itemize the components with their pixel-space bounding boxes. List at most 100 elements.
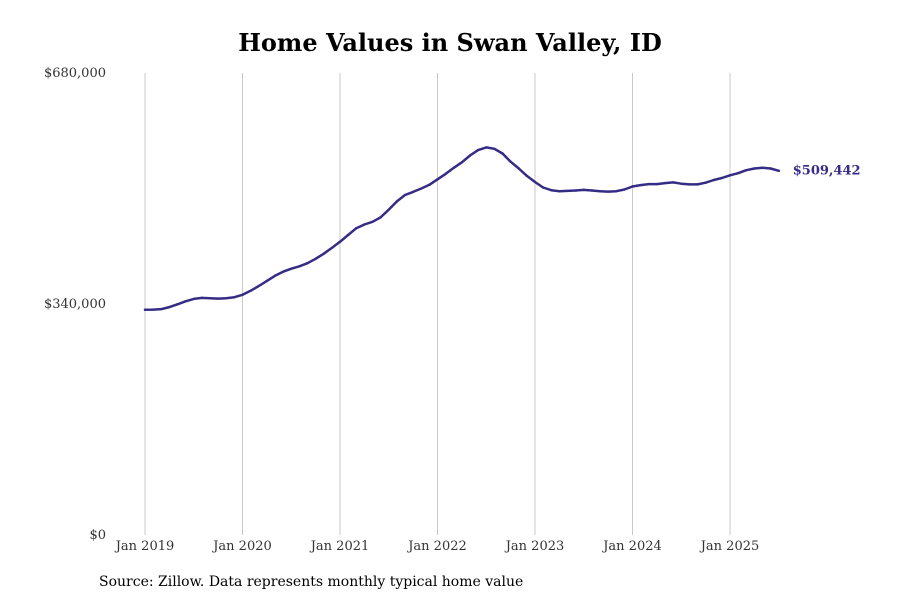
data-point xyxy=(517,167,520,170)
data-point xyxy=(525,174,529,178)
gridlines xyxy=(144,73,731,535)
data-point xyxy=(355,227,358,230)
data-point xyxy=(298,265,301,268)
data-point xyxy=(233,296,236,299)
data-point xyxy=(541,186,545,189)
data-point xyxy=(395,200,399,203)
x-tick-label: Jan 2022 xyxy=(406,539,467,554)
x-axis-ticks: Jan 2019 Jan 2020 Jan 2021 Jan 2022 Jan 2023… xyxy=(114,539,760,554)
data-point xyxy=(728,174,732,177)
data-point xyxy=(704,181,707,184)
data-point xyxy=(615,190,618,193)
data-point xyxy=(176,303,179,306)
x-tick-label: Jan 2021 xyxy=(309,539,370,554)
data-point xyxy=(281,270,285,273)
series-layer xyxy=(143,146,781,312)
x-tick-label: Jan 2019 xyxy=(114,539,175,554)
data-point xyxy=(671,181,675,184)
data-point xyxy=(485,146,488,149)
series-line xyxy=(143,146,781,312)
data-point xyxy=(509,160,512,163)
data-point xyxy=(428,183,431,186)
data-point xyxy=(436,178,439,181)
x-tick-label: Jan 2024 xyxy=(601,539,662,554)
data-point xyxy=(712,178,715,182)
data-point xyxy=(208,297,212,300)
data-point xyxy=(306,262,309,265)
data-point xyxy=(257,284,260,288)
data-point xyxy=(680,182,683,185)
end-label-layer: $509,442 xyxy=(793,163,861,178)
data-point xyxy=(736,172,740,175)
data-point xyxy=(151,308,155,311)
data-point xyxy=(411,190,415,194)
data-point xyxy=(550,189,553,192)
data-point xyxy=(200,296,204,300)
data-point xyxy=(574,189,577,192)
data-point xyxy=(696,183,699,186)
data-point xyxy=(655,182,659,186)
end-value-label: $509,442 xyxy=(793,163,861,178)
data-point xyxy=(501,152,504,155)
y-tick-label: $340,000 xyxy=(44,297,106,312)
data-point xyxy=(216,297,220,300)
data-point xyxy=(777,169,780,172)
data-point xyxy=(452,166,455,169)
data-point xyxy=(168,305,171,309)
y-tick-label: $0 xyxy=(89,528,106,543)
data-point xyxy=(338,240,342,243)
data-point xyxy=(314,257,317,260)
data-point xyxy=(623,188,626,191)
chart-title: Home Values in Swan Valley, ID xyxy=(238,28,662,57)
data-point xyxy=(249,289,252,292)
data-point xyxy=(371,220,374,223)
data-point xyxy=(582,188,585,192)
data-point xyxy=(460,161,464,164)
data-point xyxy=(647,182,650,186)
data-point xyxy=(363,223,366,226)
data-point xyxy=(241,293,244,296)
data-point xyxy=(273,274,277,277)
data-point xyxy=(192,297,195,301)
data-point xyxy=(598,190,602,193)
data-point xyxy=(379,216,382,219)
x-tick-label: Jan 2025 xyxy=(699,539,760,554)
data-point xyxy=(590,189,594,192)
data-point xyxy=(330,246,334,250)
data-point xyxy=(720,176,724,180)
data-point xyxy=(265,279,269,283)
data-point xyxy=(225,297,228,300)
data-point xyxy=(745,169,748,172)
data-point xyxy=(688,183,691,186)
data-point xyxy=(420,187,423,190)
data-point xyxy=(639,183,642,187)
data-point xyxy=(468,154,472,157)
data-point xyxy=(387,208,390,211)
data-point xyxy=(663,181,667,185)
data-point xyxy=(346,233,350,237)
source-note: Source: Zillow. Data represents monthly … xyxy=(99,574,524,590)
y-axis-ticks: $0 $340,000 $680,000 xyxy=(44,66,106,543)
data-point xyxy=(753,167,756,170)
data-point xyxy=(160,307,163,311)
data-point xyxy=(444,172,447,176)
data-point xyxy=(566,189,569,193)
data-point xyxy=(476,148,480,152)
data-point xyxy=(769,167,772,170)
data-point xyxy=(403,193,407,197)
data-point xyxy=(184,300,187,303)
x-tick-label: Jan 2023 xyxy=(504,539,565,554)
data-point xyxy=(290,267,293,270)
x-tick-label: Jan 2020 xyxy=(211,539,272,554)
y-tick-label: $680,000 xyxy=(44,66,106,81)
data-point xyxy=(143,308,147,311)
data-point xyxy=(533,180,537,184)
data-point xyxy=(631,185,634,188)
data-point xyxy=(606,190,610,193)
data-point xyxy=(558,190,561,193)
data-point xyxy=(761,166,764,169)
data-point xyxy=(322,252,325,255)
data-point xyxy=(493,147,496,150)
